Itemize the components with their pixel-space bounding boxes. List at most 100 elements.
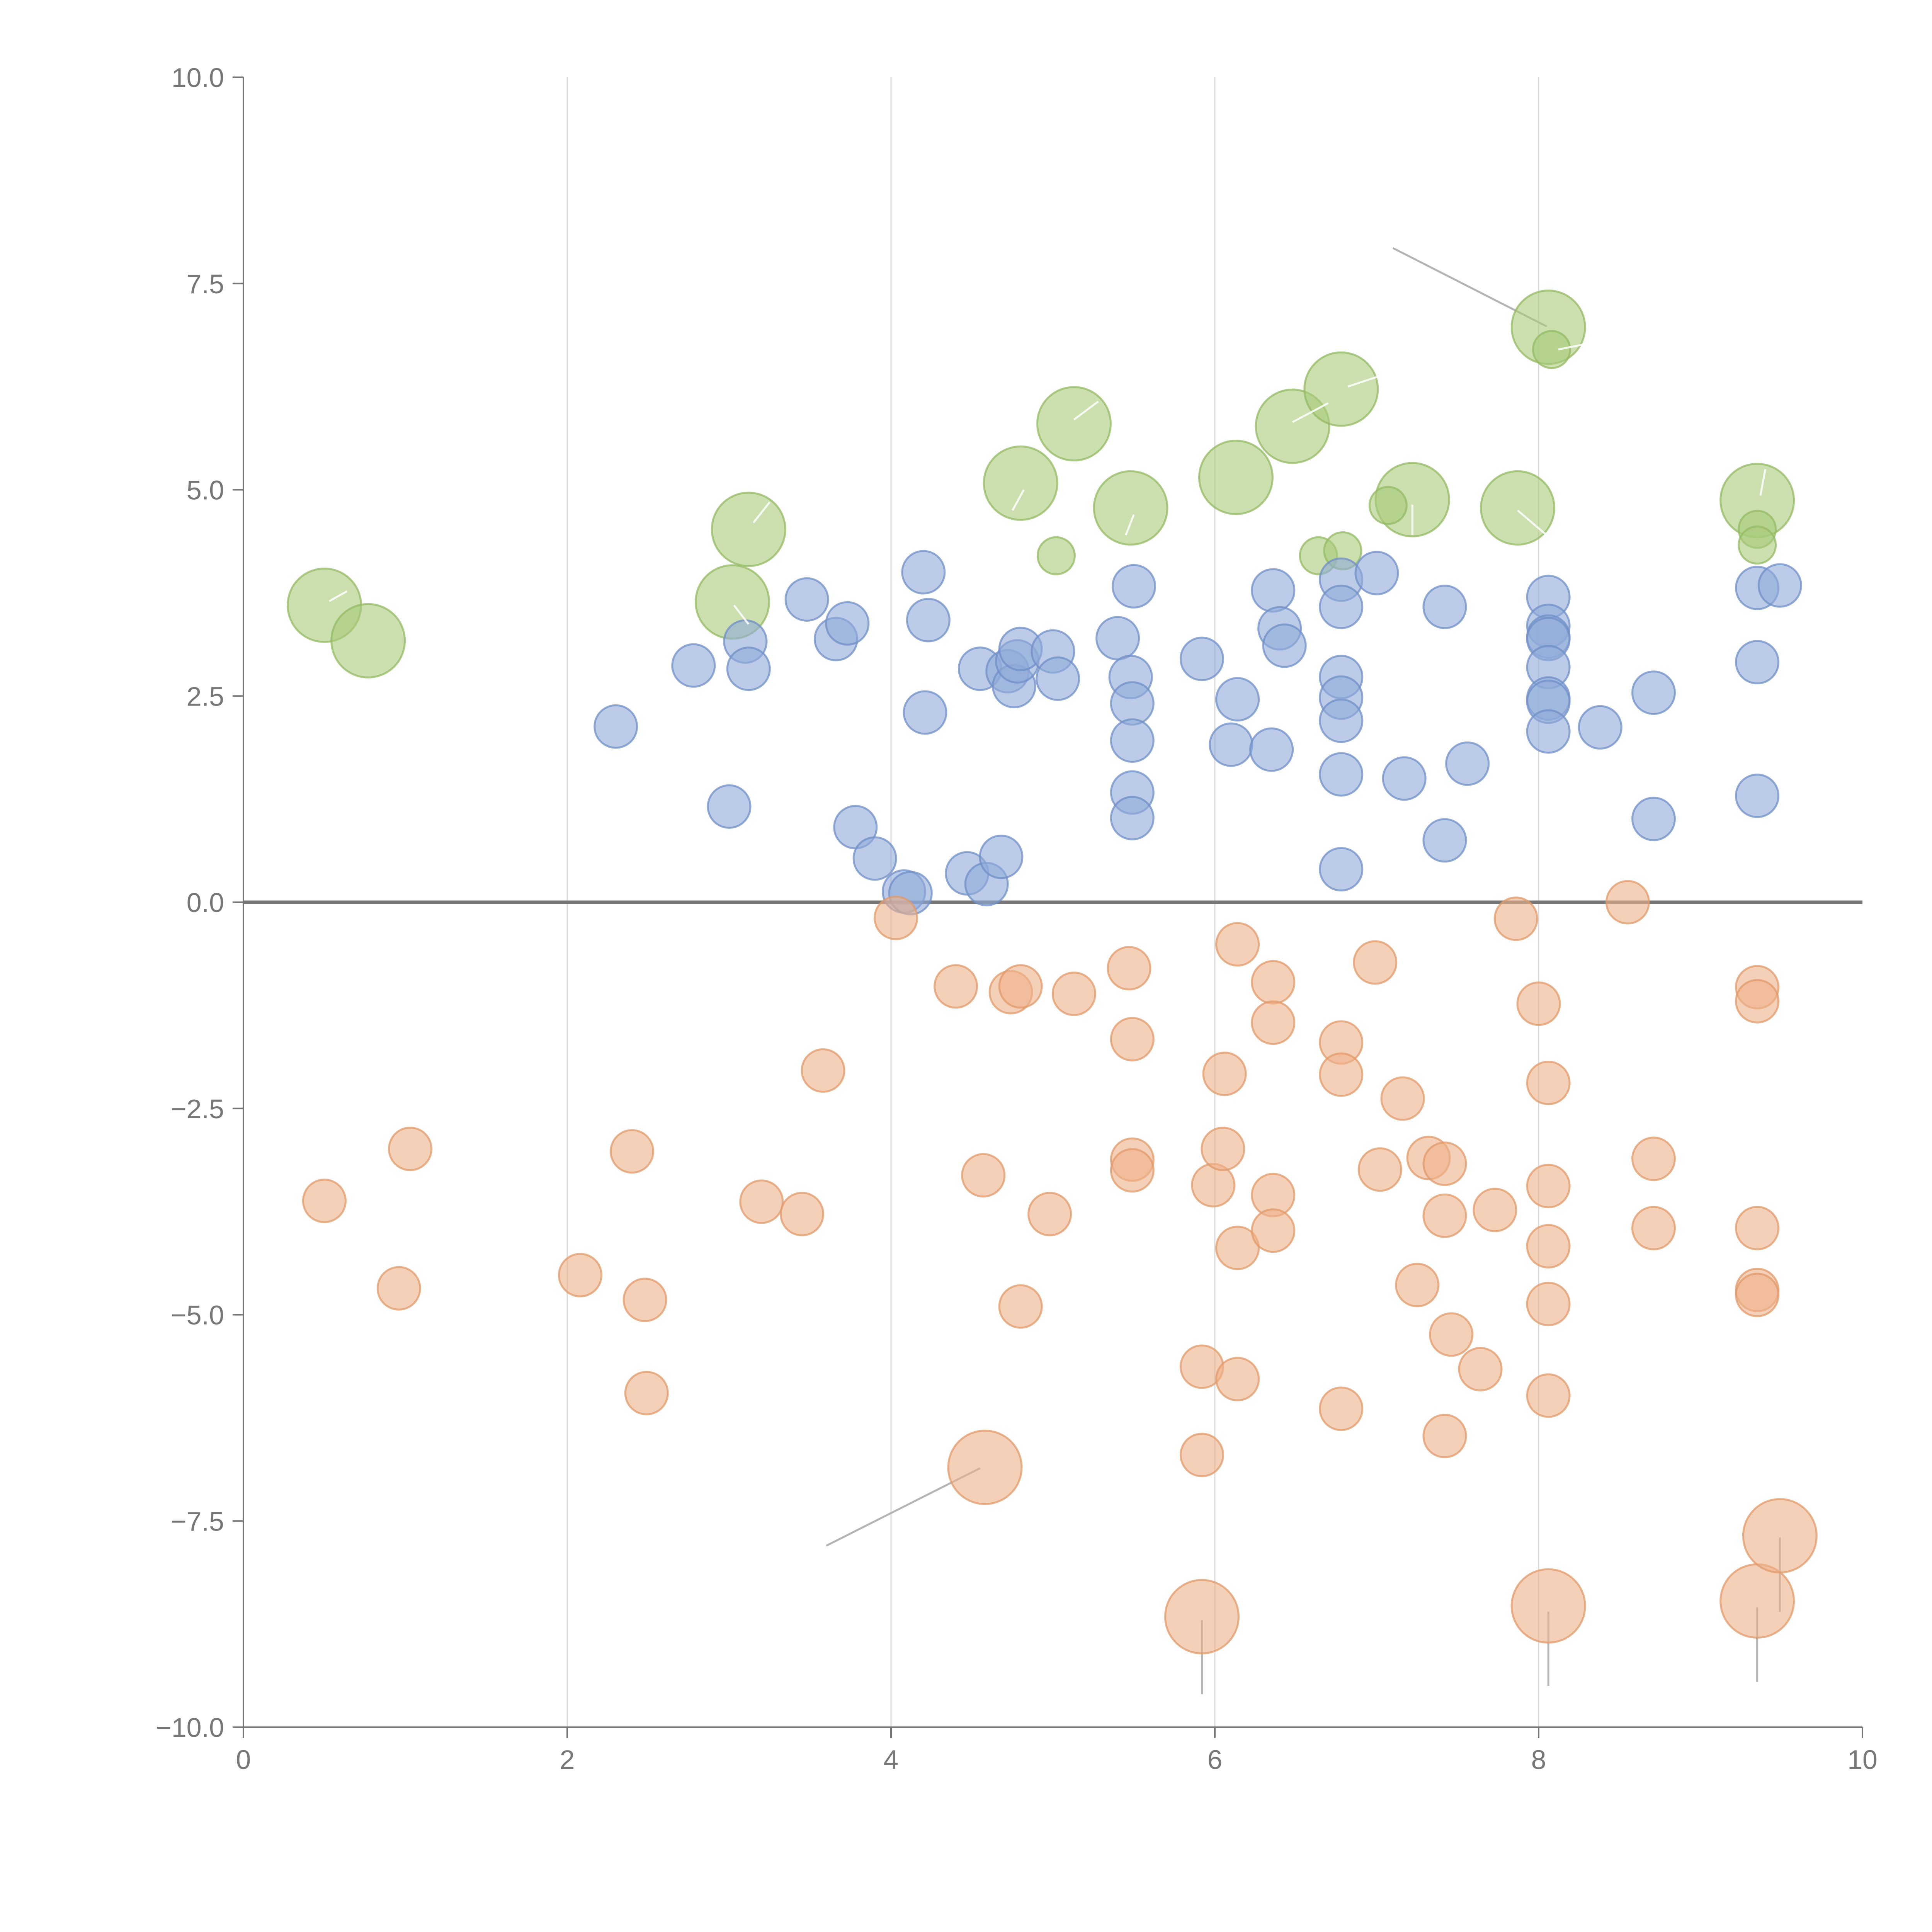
data-point-blue	[1251, 568, 1296, 613]
data-point-blue	[903, 690, 947, 735]
data-point-blue	[1110, 796, 1155, 840]
data-point-blue	[707, 784, 752, 829]
y-tick-label: −10.0	[156, 1713, 224, 1743]
leader-line	[752, 501, 770, 524]
data-point-blue	[1319, 585, 1364, 629]
data-point-orange	[1422, 1193, 1467, 1238]
white-leader-lines	[328, 343, 1767, 625]
data-point-orange	[874, 896, 918, 940]
leader-line	[1012, 489, 1025, 511]
data-point-orange	[1251, 1208, 1296, 1253]
leader-line	[733, 604, 750, 625]
data-point-orange	[376, 1266, 421, 1311]
data-point-orange	[801, 1048, 845, 1093]
data-point-orange	[1319, 1386, 1364, 1431]
data-point-orange	[610, 1129, 655, 1174]
data-point-orange	[1526, 1224, 1571, 1269]
data-point-orange	[1735, 1206, 1780, 1250]
data-point-orange	[1251, 960, 1296, 1005]
data-point-orange	[934, 964, 978, 1009]
data-point-orange	[998, 964, 1043, 1009]
data-point-blue	[1526, 709, 1571, 754]
data-point-green	[1303, 351, 1379, 427]
data-point-blue	[1422, 585, 1467, 629]
data-point-orange	[1215, 922, 1260, 967]
y-tick-label: 0.0	[187, 888, 224, 918]
data-point-orange	[1164, 1579, 1240, 1655]
data-point-orange	[1526, 1061, 1571, 1105]
x-tick-label: 8	[1531, 1745, 1546, 1775]
data-point-orange	[302, 1179, 347, 1223]
data-point-blue	[825, 601, 870, 646]
data-point-orange	[1107, 946, 1151, 991]
data-point-blue	[1735, 640, 1780, 685]
scatter-points	[287, 289, 1818, 1655]
data-point-orange	[1631, 1206, 1676, 1250]
y-tick-label: 2.5	[187, 681, 224, 711]
leader-line	[1073, 401, 1099, 421]
data-point-blue	[784, 577, 829, 622]
data-point-orange	[780, 1192, 825, 1236]
data-point-blue	[1036, 656, 1080, 701]
data-point-orange	[1526, 1163, 1571, 1208]
data-point-blue	[1249, 727, 1294, 772]
data-point-orange	[1202, 1051, 1247, 1096]
data-point-orange	[1201, 1126, 1245, 1171]
data-point-blue	[1578, 705, 1622, 750]
data-point-green	[1036, 536, 1076, 575]
data-point-blue	[1095, 616, 1140, 661]
data-point-orange	[1493, 896, 1538, 941]
axis-ticks: 0 2 4 6 8 10 10.0 7.5 5.0 2.5 0.0 −2.5 −5.0 −7.5 −10.0	[156, 63, 1878, 1775]
leader-line	[1347, 375, 1381, 388]
data-point-orange	[1380, 1076, 1425, 1121]
data-point-blue	[1319, 698, 1364, 743]
data-point-green	[1093, 470, 1168, 546]
data-point-blue	[726, 646, 771, 691]
data-point-orange	[1742, 1498, 1818, 1574]
data-point-orange	[739, 1179, 784, 1224]
data-point-orange	[1526, 1373, 1571, 1418]
data-point-orange	[998, 1284, 1043, 1329]
data-point-orange	[1719, 1563, 1795, 1639]
data-point-blue	[1422, 818, 1467, 863]
data-point-orange	[1215, 1357, 1260, 1401]
data-point-orange	[1473, 1187, 1517, 1232]
x-tick-label: 2	[560, 1745, 575, 1775]
leader-line	[1292, 402, 1329, 423]
data-point-blue	[1757, 563, 1802, 608]
data-point-orange	[1357, 1147, 1402, 1192]
x-tick-label: 0	[236, 1745, 251, 1775]
x-tick-label: 4	[884, 1745, 899, 1775]
y-tick-label: −2.5	[171, 1094, 224, 1124]
data-point-orange	[1526, 1282, 1571, 1327]
leader-line	[1759, 469, 1767, 496]
data-point-green	[330, 603, 406, 679]
leader-line	[1125, 514, 1135, 536]
y-tick-label: 5.0	[187, 475, 224, 505]
data-point-blue	[1209, 722, 1253, 767]
data-point-orange	[1605, 880, 1650, 925]
data-point-orange	[1422, 1413, 1467, 1458]
data-point-orange	[1510, 1568, 1586, 1644]
data-point-blue	[901, 550, 946, 595]
y-tick-label: 10.0	[172, 63, 224, 93]
data-point-blue	[1179, 636, 1224, 681]
data-point-orange	[622, 1277, 667, 1322]
data-point-blue	[671, 643, 716, 688]
data-point-blue	[979, 835, 1024, 879]
data-point-blue	[1319, 847, 1364, 892]
data-point-orange	[1429, 1312, 1474, 1357]
data-point-blue	[1445, 741, 1490, 786]
data-point-orange	[1110, 1148, 1155, 1193]
x-tick-label: 10	[1847, 1745, 1878, 1775]
data-point-green	[711, 492, 786, 567]
data-point-orange	[1395, 1263, 1440, 1308]
data-point-orange	[1735, 1272, 1780, 1317]
leader-line	[1558, 343, 1588, 351]
data-point-blue	[594, 704, 638, 749]
data-point-blue	[1319, 752, 1364, 797]
data-point-orange	[1735, 979, 1780, 1024]
data-point-blue	[906, 598, 951, 643]
data-point-green	[1532, 330, 1571, 369]
